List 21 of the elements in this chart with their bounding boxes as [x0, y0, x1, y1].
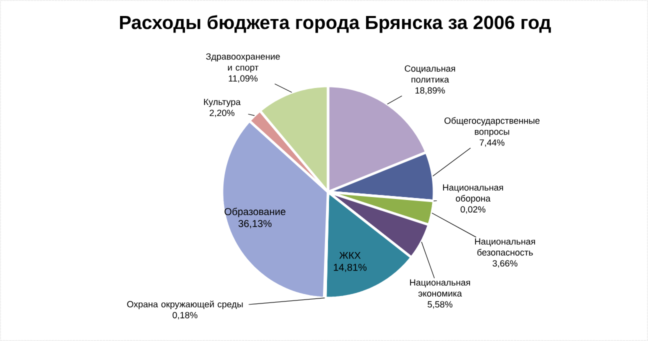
slice-label: ЖКХ	[339, 252, 361, 259]
slice-label: Здравоохранение и спорт	[206, 53, 280, 72]
data-label: 5,58%	[428, 301, 452, 309]
data-label: 3,66%	[492, 260, 518, 268]
chart-title: Расходы бюджета города Брянска за 2006 год	[120, 15, 551, 33]
slice-label: Национальная экономика	[410, 279, 470, 297]
data-label: 18,89%	[415, 87, 445, 95]
data-label: 36,13%	[238, 220, 272, 228]
data-label: 11,09%	[228, 75, 258, 83]
data-label: 14,81%	[334, 264, 367, 272]
slice-label: Общегосударственные вопросы	[444, 117, 540, 137]
slice-label: Культура	[204, 98, 241, 107]
data-label: 7,44%	[480, 139, 504, 147]
data-label: 0,02%	[460, 206, 486, 214]
slice-label: Национальная безопасность	[475, 238, 535, 256]
data-label: 2,20%	[210, 110, 234, 118]
slice-label: Социальная политика	[404, 65, 456, 83]
data-label: 0,18%	[172, 312, 198, 320]
slice-label: Охрана окружающей среды	[127, 300, 243, 310]
slice-label: Образование	[224, 208, 286, 218]
slice-label: Национальная оборона	[443, 184, 503, 204]
